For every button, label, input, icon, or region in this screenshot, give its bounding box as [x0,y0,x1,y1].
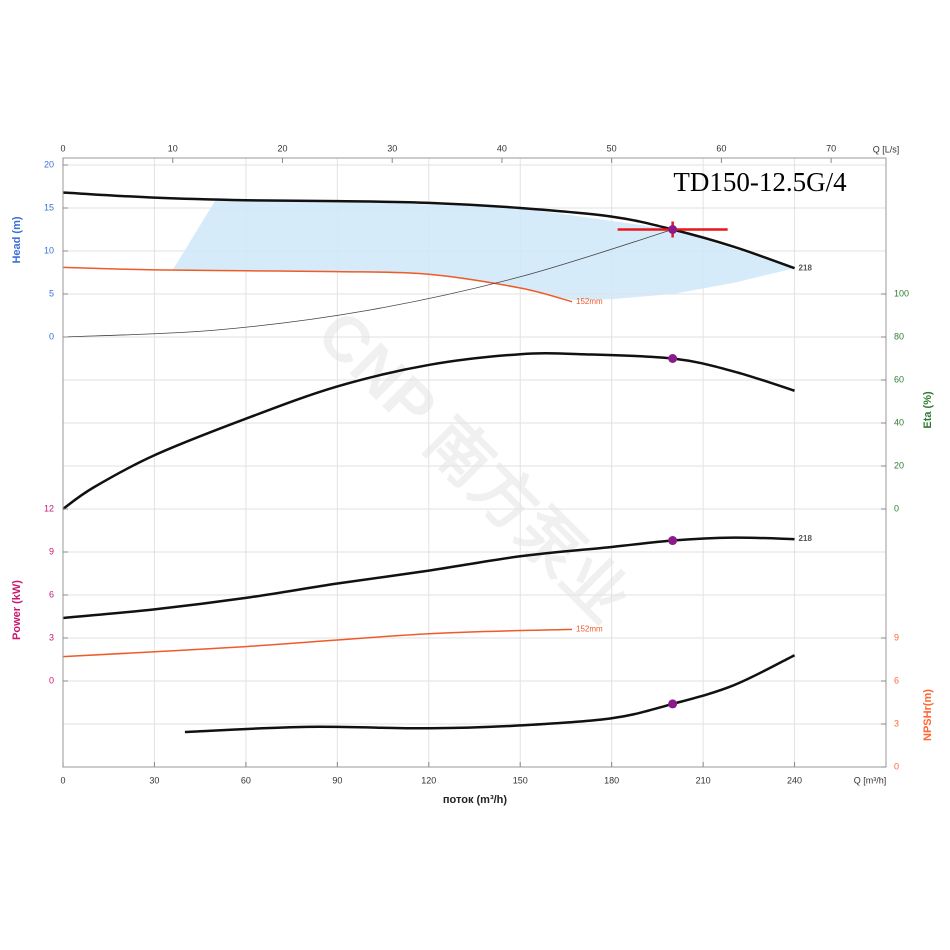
x2-tick-label: 10 [168,143,178,153]
x-tick-label: 150 [513,775,528,785]
curve [62,536,795,620]
curve [62,229,673,338]
y-tick-label: 20 [44,159,54,169]
curve [62,351,795,511]
x2-tick-label: 0 [60,143,65,153]
x-axis-title: поток (m³/h) [443,794,507,806]
y-tick-label: 6 [49,589,54,599]
y-tick-label: 100 [894,288,909,298]
y-axis-title: Power (kW) [11,580,23,640]
curve-label: 218 [799,534,813,543]
curve [62,628,573,658]
y-tick-label: 5 [49,288,54,298]
operating-point [668,536,678,546]
curve [62,191,795,270]
x2-unit: Q [L/s] [873,144,900,154]
y-tick-label: 20 [894,460,904,470]
x2-tick-label: 40 [497,143,507,153]
plot: 218 152mm 218 152mm [62,191,813,734]
x2-tick-label: 60 [716,143,726,153]
y-tick-label: 3 [49,632,54,642]
frame [62,157,887,768]
y-tick-label: 6 [894,675,899,685]
x-tick-label: 180 [604,775,619,785]
chart-title: TD150-12.5G/4 [673,167,847,197]
y-tick-label: 0 [894,761,899,771]
y-tick-label: 12 [44,503,54,513]
curve-label: 218 [799,263,813,272]
y-tick-label: 0 [49,331,54,341]
y-tick-label: 60 [894,374,904,384]
y-tick-label: 0 [894,503,899,513]
curve [62,266,573,303]
y-axis-title: Head (m) [11,216,23,263]
y-axis-title: NPSHr(m) [922,689,934,741]
operating-point [668,699,678,709]
y-tick-label: 40 [894,417,904,427]
x-unit: Q [m³/h] [854,775,887,785]
x-tick-label: 90 [332,775,342,785]
x2-tick-label: 20 [277,143,287,153]
y-tick-label: 80 [894,331,904,341]
x2-tick-label: 30 [387,143,397,153]
curve-label: 152mm [576,297,603,306]
y-tick-label: 0 [49,675,54,685]
x-tick-label: 30 [149,775,159,785]
curve-label: 152mm [576,625,603,634]
operating-point [668,225,678,234]
y-tick-label: 15 [44,202,54,212]
y-axis-title: Eta (%) [922,391,934,429]
x-tick-label: 120 [421,775,436,785]
x2-tick-label: 70 [826,143,836,153]
operating-point [668,354,678,363]
x-tick-label: 240 [787,775,802,785]
x2-tick-label: 50 [607,143,617,153]
x-tick-label: 60 [241,775,251,785]
curve [184,654,796,734]
y-tick-label: 9 [49,546,54,556]
y-tick-label: 10 [44,245,54,255]
y-tick-label: 3 [894,718,899,728]
y-tick-label: 9 [894,632,899,642]
operating-area [172,200,795,301]
x-tick-label: 0 [60,775,65,785]
x-tick-label: 210 [696,775,711,785]
